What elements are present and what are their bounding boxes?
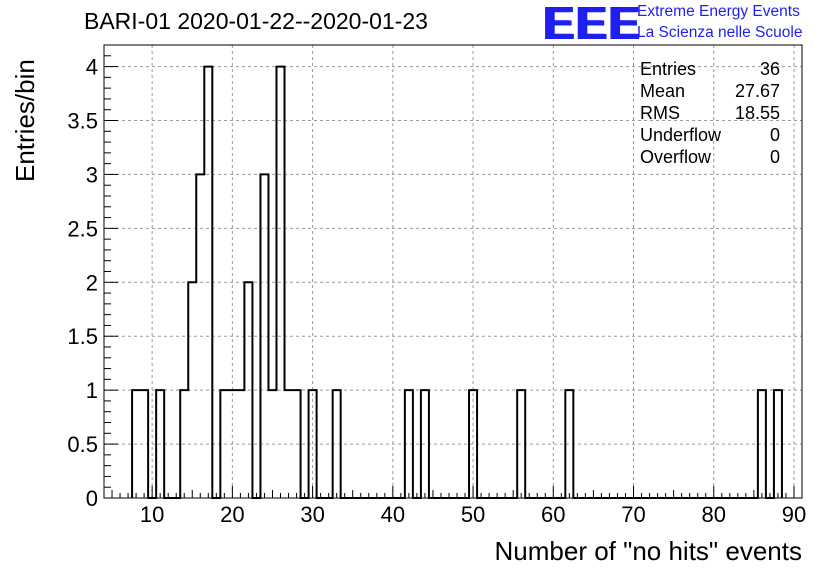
histogram-bin — [180, 390, 188, 498]
stats-box: Entries 36 Mean 27.67 RMS 18.55 Underflo… — [640, 58, 780, 168]
histogram-bin — [293, 390, 301, 498]
stat-value: 0 — [769, 147, 780, 167]
histogram-bin — [421, 390, 429, 498]
stat-value: 0 — [769, 125, 780, 145]
histogram-bin — [236, 390, 244, 498]
x-tick-label: 50 — [461, 502, 485, 527]
histogram-bin — [260, 174, 268, 498]
histogram-bin — [758, 390, 766, 498]
chart-title: BARI-01 2020-01-22--2020-01-23 — [84, 8, 428, 34]
x-tick-label: 70 — [621, 502, 645, 527]
histogram-bin — [220, 390, 228, 498]
y-tick-label: 0.5 — [67, 432, 98, 457]
stat-value: 36 — [759, 59, 780, 79]
x-tick-label: 60 — [541, 502, 565, 527]
histogram-bin — [228, 390, 236, 498]
histogram-bin — [140, 390, 148, 498]
eee-logo: EEE — [543, 0, 642, 49]
histogram-bin — [469, 390, 477, 498]
stat-row-entries: Entries 36 — [640, 58, 780, 80]
histogram-bin — [405, 390, 413, 498]
stat-row-rms: RMS 18.55 — [640, 102, 780, 124]
histogram-bin — [132, 390, 140, 498]
stat-row-underflow: Underflow 0 — [640, 124, 780, 146]
histogram-bin — [188, 282, 196, 498]
histogram-bin — [333, 390, 341, 498]
y-axis-label: Entries/bin — [10, 59, 40, 182]
x-axis-label: Number of "no hits" events — [494, 536, 803, 566]
histogram-bin — [309, 390, 317, 498]
histogram-bin — [196, 174, 204, 498]
x-tick-label: 40 — [381, 502, 405, 527]
histogram-bin — [204, 67, 212, 498]
logo-line-1: Extreme Energy Events — [637, 3, 800, 20]
stat-value: 27.67 — [734, 81, 780, 101]
histogram-bin — [156, 390, 164, 498]
stat-label: Mean — [640, 81, 686, 101]
y-tick-label: 3 — [86, 162, 98, 187]
y-tick-label: 2.5 — [67, 216, 98, 241]
x-tick-label: 10 — [140, 502, 164, 527]
x-tick-label: 30 — [300, 502, 324, 527]
histogram-bin — [774, 390, 782, 498]
stat-label: Entries — [640, 59, 697, 79]
stat-label: RMS — [640, 103, 680, 123]
histogram-bin — [276, 67, 284, 498]
y-tick-label: 2 — [86, 270, 98, 295]
x-tick-label: 80 — [702, 502, 726, 527]
x-tick-label: 20 — [220, 502, 244, 527]
stat-label: Underflow — [640, 125, 722, 145]
stat-value: 18.55 — [734, 103, 780, 123]
y-tick-label: 3.5 — [67, 109, 98, 134]
logo-line-2: La Scienza nelle Scuole — [637, 24, 803, 41]
histogram-bin — [517, 390, 525, 498]
histogram-bin — [244, 282, 252, 498]
x-tick-label: 90 — [782, 502, 806, 527]
y-tick-label: 4 — [86, 55, 98, 80]
histogram-bin — [268, 390, 276, 498]
plot-frame — [103, 44, 803, 499]
y-tick-label: 1.5 — [67, 324, 98, 349]
y-tick-label: 1 — [86, 378, 98, 403]
histogram-bin — [285, 390, 293, 498]
stat-label: Overflow — [640, 147, 712, 167]
histogram-bin — [565, 390, 573, 498]
y-axis-label-wrap: Entries/bin — [8, 59, 40, 322]
stat-row-overflow: Overflow 0 — [640, 146, 780, 168]
y-tick-label: 0 — [86, 486, 98, 511]
stat-row-mean: Mean 27.67 — [640, 80, 780, 102]
